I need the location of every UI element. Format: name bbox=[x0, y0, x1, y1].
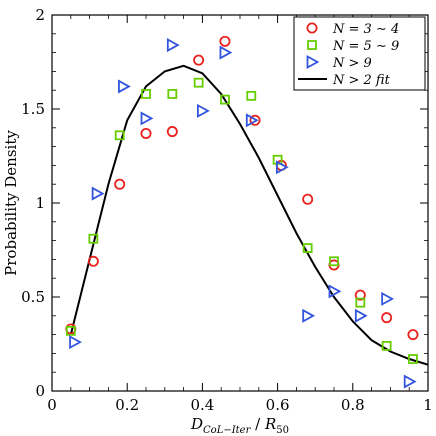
y-axis-label: Probability Density bbox=[2, 130, 20, 276]
circle-point bbox=[114, 178, 126, 190]
circle-point bbox=[193, 54, 205, 66]
triangle-right-point bbox=[140, 111, 154, 126]
legend: N = 3 ∼ 4 N = 5 ∼ 9 N > 9 N > 2 fit bbox=[293, 16, 426, 91]
circle-point bbox=[354, 289, 366, 301]
legend-circle-swatch bbox=[306, 22, 318, 34]
square-point bbox=[329, 256, 339, 267]
square-point bbox=[355, 297, 366, 308]
circle-point bbox=[249, 114, 261, 126]
y-tick-label: 0 bbox=[35, 382, 45, 400]
circle-point bbox=[166, 126, 178, 138]
circle-point bbox=[87, 255, 99, 267]
legend-label: N = 5 ∼ 9 bbox=[332, 39, 399, 54]
triangle-right-point bbox=[69, 335, 82, 350]
triangle-right-point bbox=[166, 38, 180, 53]
series-1-points bbox=[65, 77, 418, 364]
legend-label: N = 3 ∼ 4 bbox=[332, 22, 399, 37]
square-point bbox=[114, 130, 125, 141]
x-axis-label: DCoL−Iter / R50 bbox=[190, 415, 289, 436]
x-tick-label: 0.2 bbox=[115, 396, 139, 414]
circle-point bbox=[381, 312, 393, 324]
circle-point bbox=[140, 127, 152, 139]
triangle-right-point bbox=[403, 374, 417, 389]
x-tick-label: 0.4 bbox=[190, 396, 214, 414]
legend-triangle-right-swatch bbox=[306, 54, 320, 70]
square-point bbox=[141, 89, 151, 99]
triangle-right-point bbox=[219, 45, 233, 60]
square-point bbox=[167, 89, 178, 99]
triangle-right-point bbox=[245, 113, 259, 128]
square-point bbox=[88, 233, 99, 244]
square-point bbox=[65, 325, 76, 336]
circle-point bbox=[407, 329, 419, 341]
square-point bbox=[381, 340, 392, 351]
circle-point bbox=[302, 193, 314, 205]
y-tick-label: 1.5 bbox=[21, 100, 45, 118]
legend-label: N > 9 bbox=[332, 56, 372, 71]
y-tick-label: 2 bbox=[35, 6, 45, 24]
x-tick-label: 0.6 bbox=[266, 396, 290, 414]
x-tick-label: 0 bbox=[47, 396, 57, 414]
triangle-right-point bbox=[275, 160, 289, 175]
triangle-right-point bbox=[91, 186, 105, 201]
triangle-right-point bbox=[381, 291, 395, 306]
fit-curve-layer bbox=[69, 64, 429, 366]
x-tick-label: 1 bbox=[423, 396, 433, 414]
triangle-right-point bbox=[118, 79, 131, 94]
square-point bbox=[193, 77, 204, 88]
square-point bbox=[302, 243, 313, 254]
square-point bbox=[246, 90, 257, 101]
circle-point bbox=[219, 35, 231, 47]
triangle-right-point bbox=[354, 308, 368, 323]
fit-line bbox=[69, 64, 429, 366]
legend-square-swatch bbox=[307, 40, 317, 50]
y-tick-label: 0.5 bbox=[21, 288, 45, 306]
y-tick-label: 1 bbox=[35, 194, 45, 212]
axis-ticks: 0 0.2 0.4 0.6 0.8 1 0 0.5 1 1.5 2 bbox=[21, 6, 433, 414]
data-points-layer bbox=[65, 35, 419, 389]
axis-labels: DCoL−Iter / R50 Probability Density bbox=[2, 130, 289, 436]
triangle-right-point bbox=[328, 284, 342, 299]
legend-label: N > 2 fit bbox=[332, 73, 391, 88]
series-2-points bbox=[69, 38, 417, 389]
triangle-right-point bbox=[196, 103, 210, 118]
square-point bbox=[408, 354, 418, 364]
x-tick-label: 0.8 bbox=[341, 396, 365, 414]
triangle-right-point bbox=[302, 308, 316, 323]
square-point bbox=[220, 94, 230, 105]
